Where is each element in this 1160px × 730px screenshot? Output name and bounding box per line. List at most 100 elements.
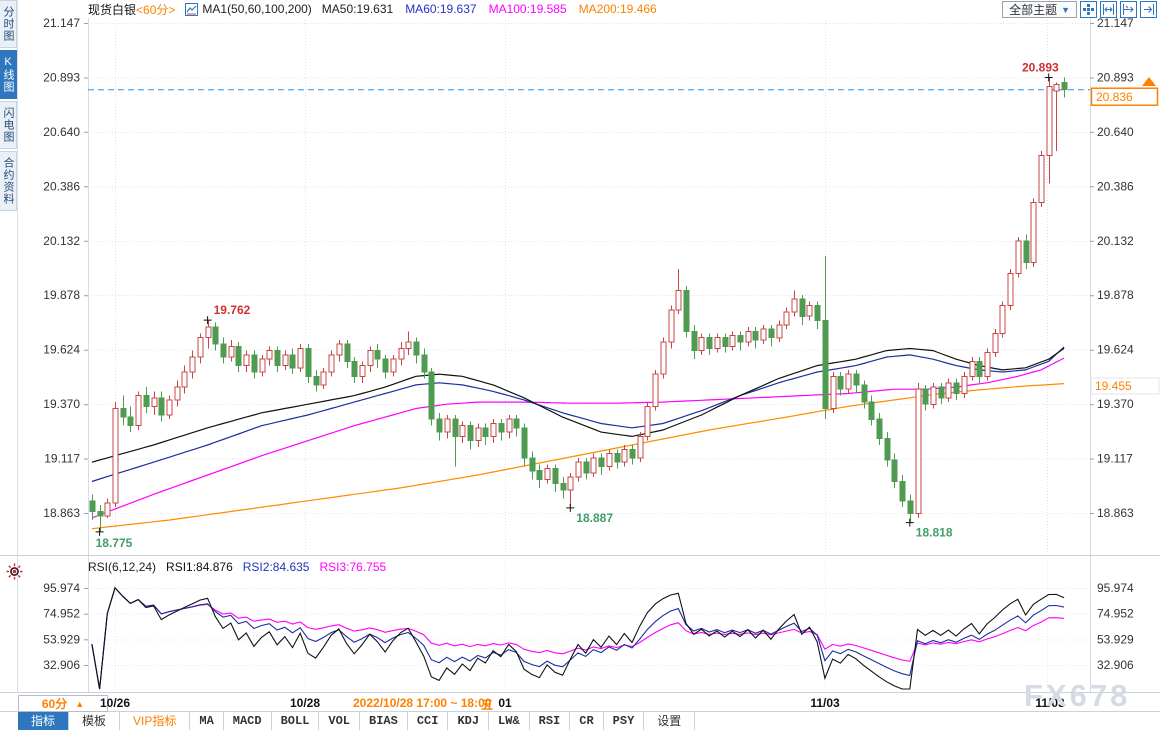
toolbar-item-CR[interactable]: CR bbox=[570, 712, 604, 730]
theme-selector-label: 全部主题 bbox=[1009, 3, 1058, 17]
svg-text:20.386: 20.386 bbox=[43, 179, 80, 193]
ma-values: MA50:19.631 MA60:19.637 MA100:19.585 MA200:… bbox=[322, 2, 669, 16]
sidebar-tab-K线图[interactable]: K线图 bbox=[0, 50, 17, 99]
svg-text:18.818: 18.818 bbox=[916, 526, 953, 540]
date-label: 10/28 bbox=[289, 696, 321, 710]
toolbar-item-MA[interactable]: MA bbox=[190, 712, 224, 730]
svg-text:20.893: 20.893 bbox=[1022, 61, 1059, 75]
date-label: 11/03 bbox=[810, 696, 840, 710]
svg-text:19.455: 19.455 bbox=[1095, 379, 1132, 393]
toolbar-item-CCI[interactable]: CCI bbox=[408, 712, 449, 730]
rsi-axis-labels: 95.974 95.974 74.952 74.952 53.929 53.929 32.9… bbox=[43, 581, 1134, 672]
indicator-toolbar: 指标 模板 VIP指标 MA MACD BOLL VOL BIAS CCI KDJ LW& RSI CR… bbox=[0, 711, 1160, 730]
top-controls: 全部主题 ▼ bbox=[1002, 1, 1157, 18]
svg-text:53.929: 53.929 bbox=[43, 632, 80, 646]
ma-line-MA100 bbox=[91, 357, 1065, 519]
ma-line-MA60 bbox=[91, 346, 1065, 483]
svg-text:19.624: 19.624 bbox=[43, 343, 80, 357]
price-annotations: 18.775 19.762 18.887 18.818 20.893 bbox=[95, 61, 1059, 550]
svg-text:21.147: 21.147 bbox=[43, 18, 80, 30]
chart-header: 现货白银 <60分> MA1(50,60,100,200) MA50:19.63… bbox=[88, 0, 669, 18]
toolbar-item-VOL[interactable]: VOL bbox=[319, 712, 361, 730]
theme-selector-button[interactable]: 全部主题 ▼ bbox=[1002, 1, 1077, 18]
svg-text:18.863: 18.863 bbox=[1097, 506, 1134, 520]
toolbar-item-BIAS[interactable]: BIAS bbox=[360, 712, 408, 730]
ma-value-label: MA200:19.466 bbox=[578, 2, 657, 16]
symbol-name: 现货白银 bbox=[88, 2, 137, 17]
svg-text:20.132: 20.132 bbox=[1097, 234, 1134, 248]
grid bbox=[0, 18, 1160, 556]
dropdown-arrow-icon: ▼ bbox=[1061, 4, 1070, 15]
rsi-grid bbox=[88, 556, 1091, 692]
rsi-value-label: RSI3:76.755 bbox=[319, 560, 387, 574]
ma-lines bbox=[91, 346, 1065, 530]
chart-type-sidebar: 分时图 K线图闪电图合约资料 bbox=[0, 0, 18, 711]
svg-text:19.370: 19.370 bbox=[43, 397, 80, 411]
rsi-line-rsi1 bbox=[91, 586, 1065, 690]
expand-x-icon[interactable] bbox=[1120, 1, 1137, 18]
svg-text:20.893: 20.893 bbox=[1097, 70, 1134, 84]
ma-value-label: MA50:19.631 bbox=[321, 2, 394, 16]
ma-value-label: MA60:19.637 bbox=[405, 2, 477, 16]
toolbar-item-VIP指标[interactable]: VIP指标 bbox=[120, 712, 191, 730]
svg-text:20.132: 20.132 bbox=[43, 234, 80, 248]
svg-text:20.836: 20.836 bbox=[1096, 90, 1133, 104]
crosshair-move-icon[interactable] bbox=[1080, 1, 1097, 18]
rsi-line-rsi3 bbox=[91, 586, 1065, 690]
toolbar-item-PSY[interactable]: PSY bbox=[604, 712, 645, 730]
svg-text:18.887: 18.887 bbox=[576, 511, 613, 525]
toolbar-item-模板[interactable]: 模板 bbox=[69, 712, 121, 730]
svg-text:20.640: 20.640 bbox=[1097, 125, 1134, 139]
sidebar-tab-闪电图[interactable]: 闪电图 bbox=[0, 101, 17, 149]
date-label: 01 bbox=[498, 696, 512, 710]
date-label: 10/26 bbox=[99, 696, 131, 710]
rsi-line-rsi2 bbox=[91, 586, 1065, 690]
svg-text:19.117: 19.117 bbox=[1097, 452, 1133, 466]
toolbar-item-MACD[interactable]: MACD bbox=[224, 712, 272, 730]
interval-selector[interactable]: 60分 ▲ bbox=[18, 695, 108, 712]
indicator-settings-icon[interactable] bbox=[6, 563, 23, 580]
price-axis-labels: 21.147 21.147 20.893 20.893 20.640 20.640 20.3… bbox=[43, 18, 1134, 520]
candles bbox=[89, 77, 1068, 532]
toolbar-item-LW&[interactable]: LW& bbox=[489, 712, 530, 730]
go-latest-icon[interactable] bbox=[1140, 1, 1157, 18]
rsi-header: RSI(6,12,24) RSI1:84.876 RSI2:84.635 RSI3:7… bbox=[88, 560, 396, 576]
sidebar-tab-分时图[interactable]: 分时图 bbox=[0, 0, 17, 48]
toolbar-item-RSI[interactable]: RSI bbox=[530, 712, 571, 730]
ma-indicator-icon bbox=[185, 2, 199, 16]
interval-label: 60分 bbox=[41, 697, 68, 711]
candlestick-chart[interactable]: 21.147 21.147 20.893 20.893 20.640 20.640 20.3… bbox=[0, 18, 1160, 556]
compress-x-icon[interactable] bbox=[1100, 1, 1117, 18]
toolbar-item-KDJ[interactable]: KDJ bbox=[448, 712, 490, 730]
svg-text:18.863: 18.863 bbox=[43, 506, 80, 520]
ma-value-label: MA100:19.585 bbox=[488, 2, 567, 16]
rsi-value-label: RSI1:84.876 bbox=[166, 560, 233, 574]
ma-line-MA50 bbox=[91, 347, 1065, 463]
svg-text:19.762: 19.762 bbox=[214, 303, 251, 317]
rsi-value-label: RSI2:84.635 bbox=[242, 560, 310, 574]
sidebar-tab-合约资料[interactable]: 合约资料 bbox=[0, 151, 17, 211]
crosshair-time-label: 2022/10/28 17:00 ~ 18:00 bbox=[353, 696, 492, 710]
svg-text:32.906: 32.906 bbox=[1097, 658, 1134, 672]
svg-text:19.878: 19.878 bbox=[43, 288, 80, 302]
svg-text:20.640: 20.640 bbox=[43, 125, 80, 139]
rsi-lines bbox=[91, 586, 1065, 690]
svg-text:19.878: 19.878 bbox=[1097, 288, 1134, 302]
svg-text:19.624: 19.624 bbox=[1097, 343, 1134, 357]
rsi-panel[interactable]: 95.974 95.974 74.952 74.952 53.929 53.929 32.9… bbox=[0, 556, 1160, 692]
svg-text:74.952: 74.952 bbox=[43, 607, 80, 621]
svg-text:74.952: 74.952 bbox=[1097, 607, 1134, 621]
svg-text:19.117: 19.117 bbox=[44, 452, 80, 466]
right-axis-ref-label: 19.455 bbox=[1090, 377, 1160, 395]
date-label: 11/03 bbox=[1035, 696, 1065, 710]
time-axis-row: 60分 ▲ 2022/10/28 17:00 ~ 18:00 五 10/26 10… bbox=[0, 692, 1160, 712]
toolbar-item-设置[interactable]: 设置 bbox=[644, 712, 696, 730]
toolbar-item-BOLL[interactable]: BOLL bbox=[272, 712, 320, 730]
ma-group-label: MA1(50,60,100,200) bbox=[202, 2, 312, 16]
svg-text:95.974: 95.974 bbox=[1097, 581, 1134, 595]
svg-text:21.147: 21.147 bbox=[1097, 18, 1134, 30]
toolbar-item-指标[interactable]: 指标 bbox=[18, 712, 70, 730]
rsi-params-label: RSI(6,12,24) bbox=[88, 560, 157, 574]
crosshair-day-label: 五 bbox=[481, 698, 494, 712]
period-tag: <60分> bbox=[136, 2, 176, 17]
